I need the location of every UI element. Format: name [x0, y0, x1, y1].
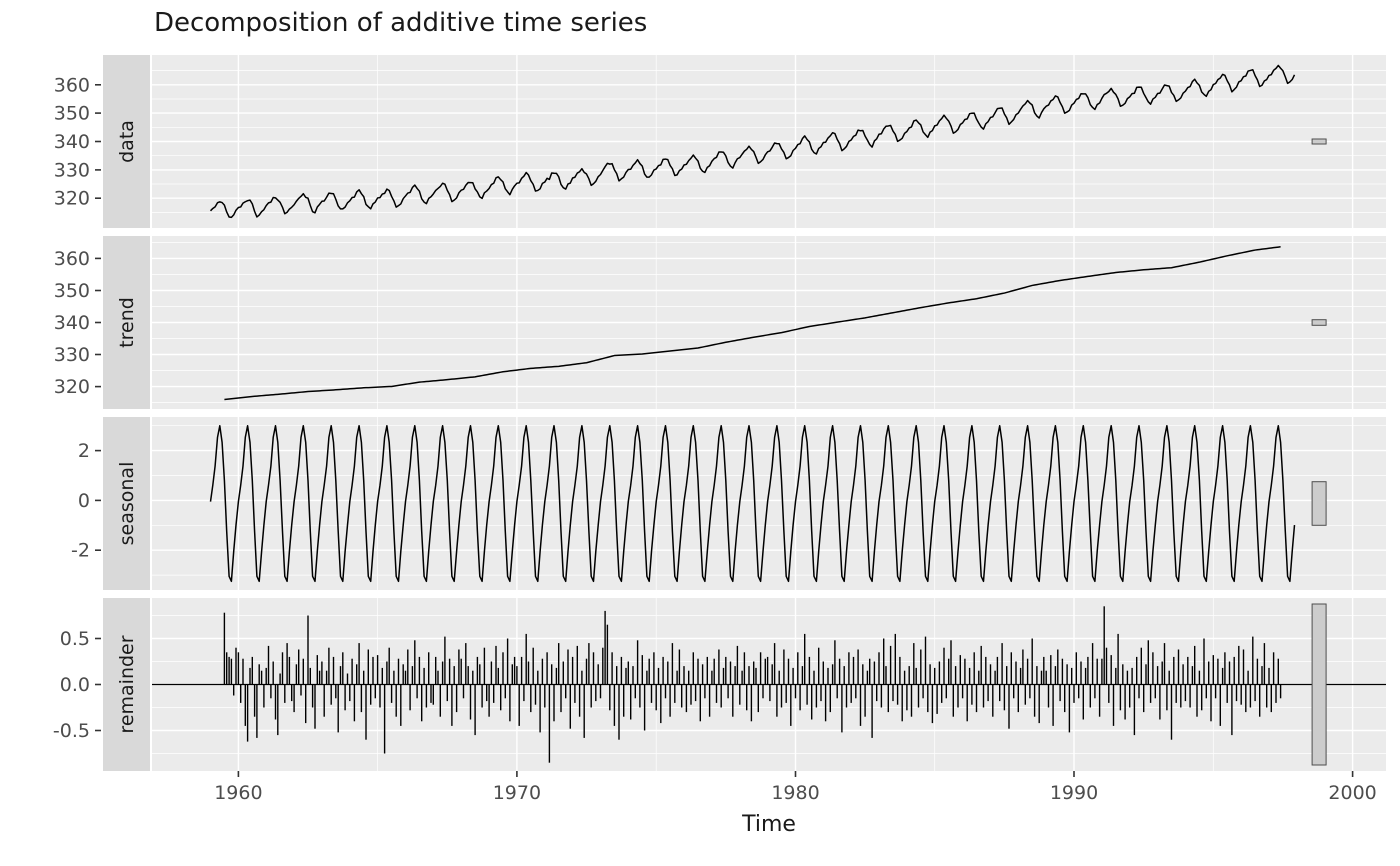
x-axis: 1960 1970 1980 1990 2000	[214, 771, 1377, 804]
svg-text:360: 360	[54, 248, 90, 270]
series-seasonal	[209, 424, 1327, 583]
svg-text:320: 320	[54, 376, 90, 398]
y-axis-data: 320 330 340 350 360	[54, 74, 101, 210]
svg-text:0: 0	[78, 490, 90, 512]
panel-remainder: -0.5 0.0 0.5 remainder	[53, 598, 1386, 771]
svg-text:-2: -2	[71, 540, 90, 562]
gridlines-seasonal	[152, 417, 1386, 590]
svg-text:1990: 1990	[1050, 782, 1098, 804]
gridlines-data	[152, 55, 1386, 228]
svg-text:360: 360	[54, 74, 90, 96]
svg-text:330: 330	[54, 344, 90, 366]
svg-text:350: 350	[54, 103, 90, 125]
svg-text:350: 350	[54, 280, 90, 302]
y-axis-trend: 320 330 340 350 360	[54, 248, 101, 398]
x-axis-title: Time	[742, 812, 796, 837]
strip-background-trend	[103, 236, 150, 409]
svg-text:2000: 2000	[1328, 782, 1376, 804]
svg-text:1960: 1960	[214, 782, 262, 804]
svg-text:0.5: 0.5	[60, 628, 90, 650]
gridlines-trend	[152, 236, 1386, 409]
svg-text:320: 320	[54, 188, 90, 210]
strip-background-data	[103, 55, 150, 228]
svg-text:2: 2	[78, 440, 90, 462]
panel-data: 320 330 340 350 360 data	[54, 55, 1386, 228]
svg-text:0.0: 0.0	[60, 674, 90, 696]
series-data	[209, 64, 1327, 219]
strip-label-trend: trend	[116, 297, 138, 348]
svg-text:1980: 1980	[771, 782, 819, 804]
svg-text:-0.5: -0.5	[53, 720, 90, 742]
y-axis-remainder: -0.5 0.0 0.5	[53, 628, 101, 742]
panel-seasonal: -2 0 2 seasonal	[71, 417, 1386, 590]
strip-label-remainder: remainder	[116, 635, 138, 733]
strip-label-data: data	[116, 120, 138, 163]
panel-trend: 320 330 340 350 360 trend	[54, 236, 1386, 409]
svg-text:1970: 1970	[493, 782, 541, 804]
svg-text:330: 330	[54, 159, 90, 181]
svg-text:340: 340	[54, 131, 90, 153]
y-axis-seasonal: -2 0 2	[71, 440, 101, 562]
strip-background-remainder	[103, 598, 150, 771]
series-remainder	[152, 603, 1386, 766]
svg-text:340: 340	[54, 312, 90, 334]
series-trend	[224, 246, 1327, 401]
strip-label-seasonal: seasonal	[116, 462, 138, 546]
chart-title: Decomposition of additive time series	[154, 8, 648, 38]
strip-background-seasonal	[103, 417, 150, 590]
